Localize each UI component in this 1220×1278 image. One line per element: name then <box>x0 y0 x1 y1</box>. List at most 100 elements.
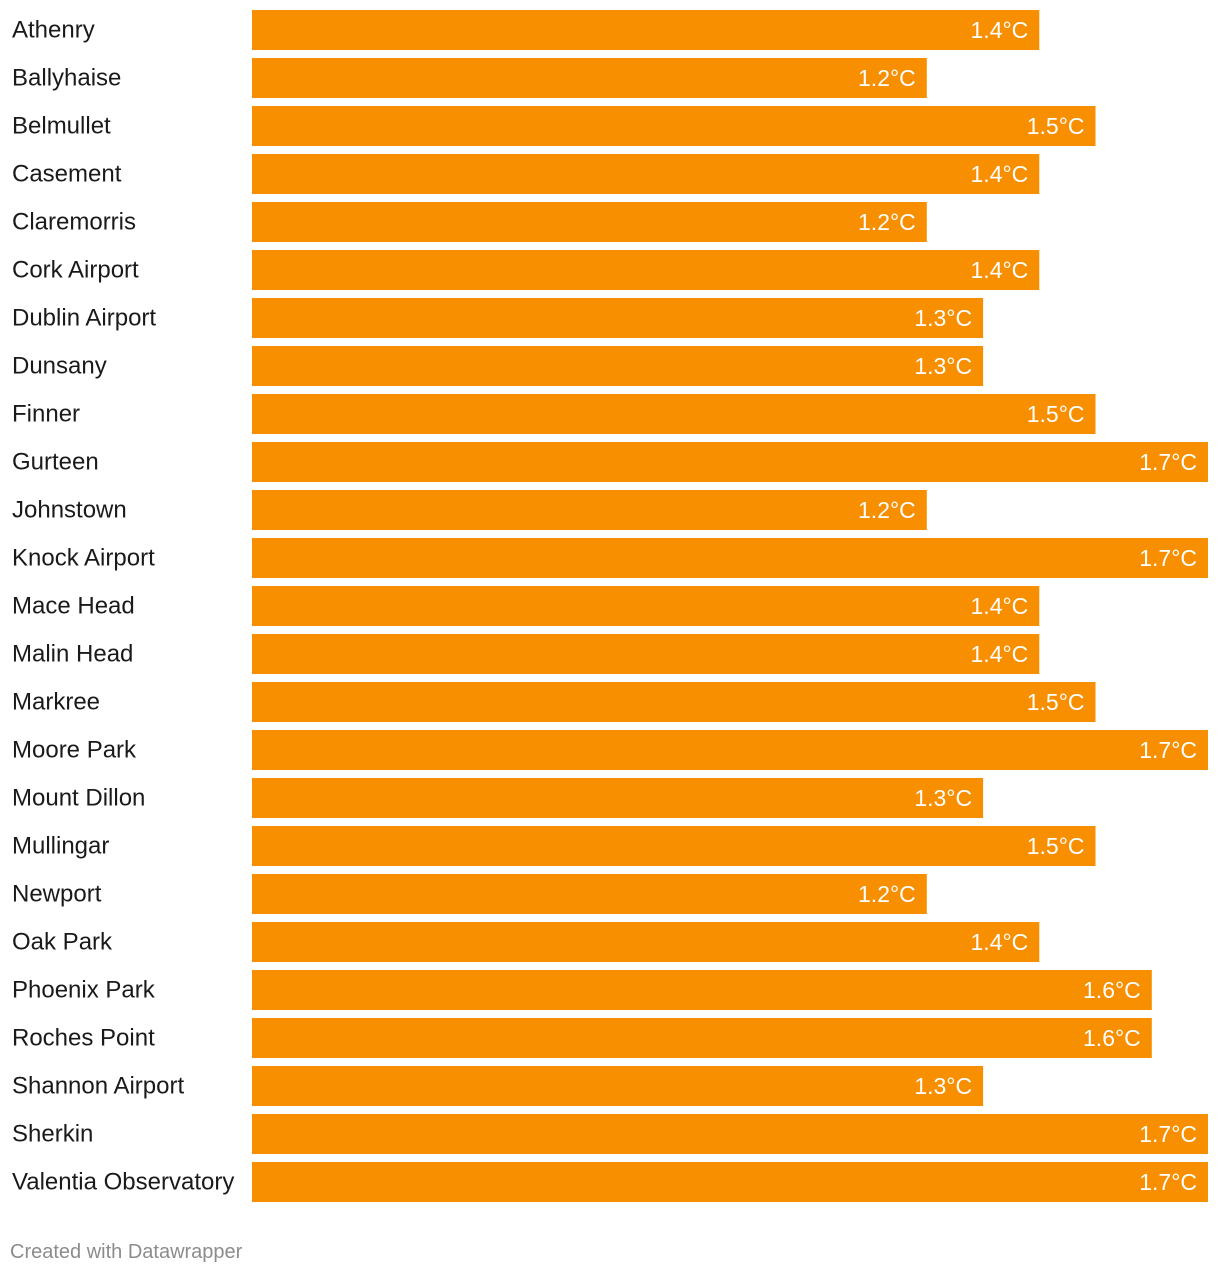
bar-value-label: 1.4°C <box>971 257 1029 283</box>
bar <box>252 682 1096 722</box>
bar <box>252 202 927 242</box>
bar <box>252 778 984 818</box>
bar-row: Knock Airport 1.7°C <box>12 538 1208 578</box>
bar-row: Belmullet 1.5°C <box>12 106 1096 146</box>
category-label: Athenry <box>12 17 95 44</box>
bar <box>252 250 1040 290</box>
category-label: Phoenix Park <box>12 977 156 1004</box>
category-label: Cork Airport <box>12 257 139 284</box>
bar <box>252 394 1096 434</box>
bar-row: Roches Point 1.6°C <box>12 1018 1152 1058</box>
bar <box>252 634 1040 674</box>
bar-value-label: 1.4°C <box>971 17 1029 43</box>
bar-row: Athenry 1.4°C <box>12 10 1040 50</box>
bar <box>252 922 1040 962</box>
category-label: Markree <box>12 689 100 716</box>
bar-chart: Athenry 1.4°C Ballyhaise 1.2°C Belmullet 1.5°… <box>12 10 1208 1202</box>
bar <box>252 58 927 98</box>
bar <box>252 490 927 530</box>
bar-value-label: 1.2°C <box>858 881 916 907</box>
category-label: Valentia Observatory <box>12 1169 234 1196</box>
category-label: Oak Park <box>12 929 113 956</box>
bar-row: Casement 1.4°C <box>12 154 1040 194</box>
bar <box>252 106 1096 146</box>
bar-value-label: 1.3°C <box>914 305 972 331</box>
bar-row: Johnstown 1.2°C <box>12 490 927 530</box>
bar-row: Gurteen 1.7°C <box>12 442 1208 482</box>
bar-row: Mullingar 1.5°C <box>12 826 1096 866</box>
category-label: Shannon Airport <box>12 1073 184 1100</box>
bar <box>252 10 1040 50</box>
bar <box>252 730 1208 770</box>
bar-value-label: 1.3°C <box>914 353 972 379</box>
bar-value-label: 1.2°C <box>858 65 916 91</box>
bar-value-label: 1.4°C <box>971 593 1029 619</box>
bar-row: Moore Park 1.7°C <box>12 730 1208 770</box>
bar <box>252 586 1040 626</box>
category-label: Ballyhaise <box>12 65 121 92</box>
bar-value-label: 1.6°C <box>1083 977 1141 1003</box>
bar-value-label: 1.4°C <box>971 161 1029 187</box>
bar-row: Mace Head 1.4°C <box>12 586 1040 626</box>
bar-value-label: 1.7°C <box>1139 545 1197 571</box>
bar-value-label: 1.7°C <box>1139 737 1197 763</box>
bar <box>252 538 1208 578</box>
bar-value-label: 1.5°C <box>1027 401 1085 427</box>
bar-value-label: 1.4°C <box>971 641 1029 667</box>
category-label: Claremorris <box>12 209 136 236</box>
bar <box>252 442 1208 482</box>
bar-value-label: 1.2°C <box>858 497 916 523</box>
category-label: Mace Head <box>12 593 135 620</box>
category-label: Mullingar <box>12 833 109 860</box>
bar-value-label: 1.7°C <box>1139 449 1197 475</box>
bar-row: Valentia Observatory 1.7°C <box>12 1162 1208 1202</box>
bar-value-label: 1.7°C <box>1139 1169 1197 1195</box>
bar <box>252 1114 1208 1154</box>
bar-row: Phoenix Park 1.6°C <box>12 970 1152 1010</box>
bar-value-label: 1.5°C <box>1027 113 1085 139</box>
bar-row: Sherkin 1.7°C <box>12 1114 1208 1154</box>
category-label: Knock Airport <box>12 545 155 572</box>
bar-row: Dublin Airport 1.3°C <box>12 298 984 338</box>
bar-row: Newport 1.2°C <box>12 874 927 914</box>
category-label: Moore Park <box>12 737 137 764</box>
bar-row: Malin Head 1.4°C <box>12 634 1040 674</box>
bar <box>252 970 1152 1010</box>
bar <box>252 154 1040 194</box>
category-label: Mount Dillon <box>12 785 145 812</box>
bar-row: Mount Dillon 1.3°C <box>12 778 984 818</box>
bar-row: Claremorris 1.2°C <box>12 202 927 242</box>
category-label: Malin Head <box>12 641 133 668</box>
bar-value-label: 1.2°C <box>858 209 916 235</box>
credit-text: Created with Datawrapper <box>10 1241 243 1263</box>
bar-value-label: 1.4°C <box>971 929 1029 955</box>
bar <box>252 346 984 386</box>
bar <box>252 298 984 338</box>
bar <box>252 1066 984 1106</box>
bar-row: Ballyhaise 1.2°C <box>12 58 927 98</box>
bar-row: Markree 1.5°C <box>12 682 1096 722</box>
category-label: Dublin Airport <box>12 305 156 332</box>
bar-value-label: 1.3°C <box>914 1073 972 1099</box>
bar-row: Dunsany 1.3°C <box>12 346 984 386</box>
bar-value-label: 1.3°C <box>914 785 972 811</box>
category-label: Finner <box>12 401 80 428</box>
category-label: Roches Point <box>12 1025 155 1052</box>
category-label: Newport <box>12 881 102 908</box>
category-label: Dunsany <box>12 353 107 380</box>
bar-row: Oak Park 1.4°C <box>12 922 1040 962</box>
bar <box>252 1018 1152 1058</box>
bar <box>252 826 1096 866</box>
category-label: Casement <box>12 161 122 188</box>
category-label: Johnstown <box>12 497 127 524</box>
category-label: Sherkin <box>12 1121 93 1148</box>
bar-row: Shannon Airport 1.3°C <box>12 1066 984 1106</box>
bar-value-label: 1.5°C <box>1027 833 1085 859</box>
category-label: Belmullet <box>12 113 111 140</box>
bar-value-label: 1.7°C <box>1139 1121 1197 1147</box>
category-label: Gurteen <box>12 449 99 476</box>
bar-row: Cork Airport 1.4°C <box>12 250 1040 290</box>
bar <box>252 1162 1208 1202</box>
bar-value-label: 1.5°C <box>1027 689 1085 715</box>
bar-row: Finner 1.5°C <box>12 394 1096 434</box>
